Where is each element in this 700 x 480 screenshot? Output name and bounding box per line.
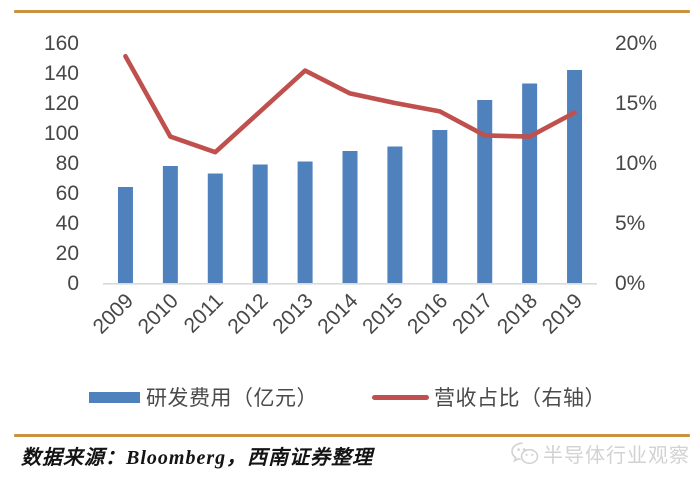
- x-axis-label-2016: 2016: [403, 289, 452, 338]
- bar-2012: [252, 164, 268, 283]
- chart-legend: 研发费用（亿元） 营收占比（右轴）: [0, 384, 700, 410]
- line-series-swatch: [372, 394, 429, 400]
- x-axis-label-2019: 2019: [538, 289, 587, 338]
- top-divider: [14, 10, 690, 13]
- wechat-icon: [511, 441, 539, 464]
- left-axis-tick: 60: [56, 182, 79, 205]
- x-axis-label-2012: 2012: [223, 289, 272, 338]
- watermark: 半导体行业观察: [510, 439, 690, 468]
- x-axis-label-2018: 2018: [493, 289, 542, 338]
- right-axis-tick: 20%: [615, 32, 657, 55]
- legend-item-rnd-expense: 研发费用（亿元）: [89, 384, 318, 410]
- left-axis-tick: 120: [44, 92, 79, 115]
- x-axis-label-2015: 2015: [358, 289, 407, 338]
- left-axis-tick: 100: [44, 122, 79, 145]
- x-axis-label-2010: 2010: [134, 289, 183, 338]
- bar-series-swatch: [89, 391, 140, 403]
- line-series-label: 营收占比（右轴）: [434, 387, 606, 410]
- combo-chart: 0204060801001201401600%5%10%15%20%200920…: [44, 32, 657, 339]
- x-axis-label-2009: 2009: [89, 289, 138, 338]
- bar-series-label: 研发费用（亿元）: [146, 387, 318, 410]
- bar-2018: [522, 83, 538, 283]
- right-axis-tick: 10%: [615, 152, 657, 175]
- bar-2014: [342, 151, 358, 283]
- right-axis-tick: 15%: [615, 92, 657, 115]
- x-axis-label-2011: 2011: [180, 289, 228, 337]
- legend-item-revenue-share: 营收占比（右轴）: [372, 384, 606, 410]
- bottom-divider: [14, 434, 690, 437]
- bar-2019: [567, 70, 583, 283]
- bar-2011: [207, 173, 223, 283]
- data-source-note: 数据来源：Bloomberg，西南证券整理: [21, 447, 374, 469]
- bar-2015: [387, 146, 403, 283]
- right-axis-tick: 5%: [615, 212, 645, 235]
- left-axis-tick: 160: [44, 32, 79, 55]
- x-axis-line: [103, 283, 597, 285]
- bar-2010: [162, 166, 178, 283]
- bar-2017: [477, 100, 493, 283]
- bar-2009: [117, 187, 133, 283]
- left-axis-tick: 140: [44, 62, 79, 85]
- bar-2013: [297, 161, 313, 283]
- x-axis-label-2017: 2017: [448, 289, 497, 338]
- right-axis-tick: 0%: [615, 272, 645, 295]
- watermark-text: 半导体行业观察: [543, 445, 690, 467]
- left-axis-tick: 0: [67, 272, 79, 295]
- x-axis-label-2014: 2014: [313, 289, 363, 339]
- left-axis-tick: 40: [56, 212, 79, 235]
- left-axis-tick: 20: [56, 242, 79, 265]
- left-axis-tick: 80: [56, 152, 79, 175]
- bar-2016: [432, 130, 448, 283]
- x-axis-label-2013: 2013: [268, 289, 317, 338]
- revenue-share-line: [123, 53, 577, 155]
